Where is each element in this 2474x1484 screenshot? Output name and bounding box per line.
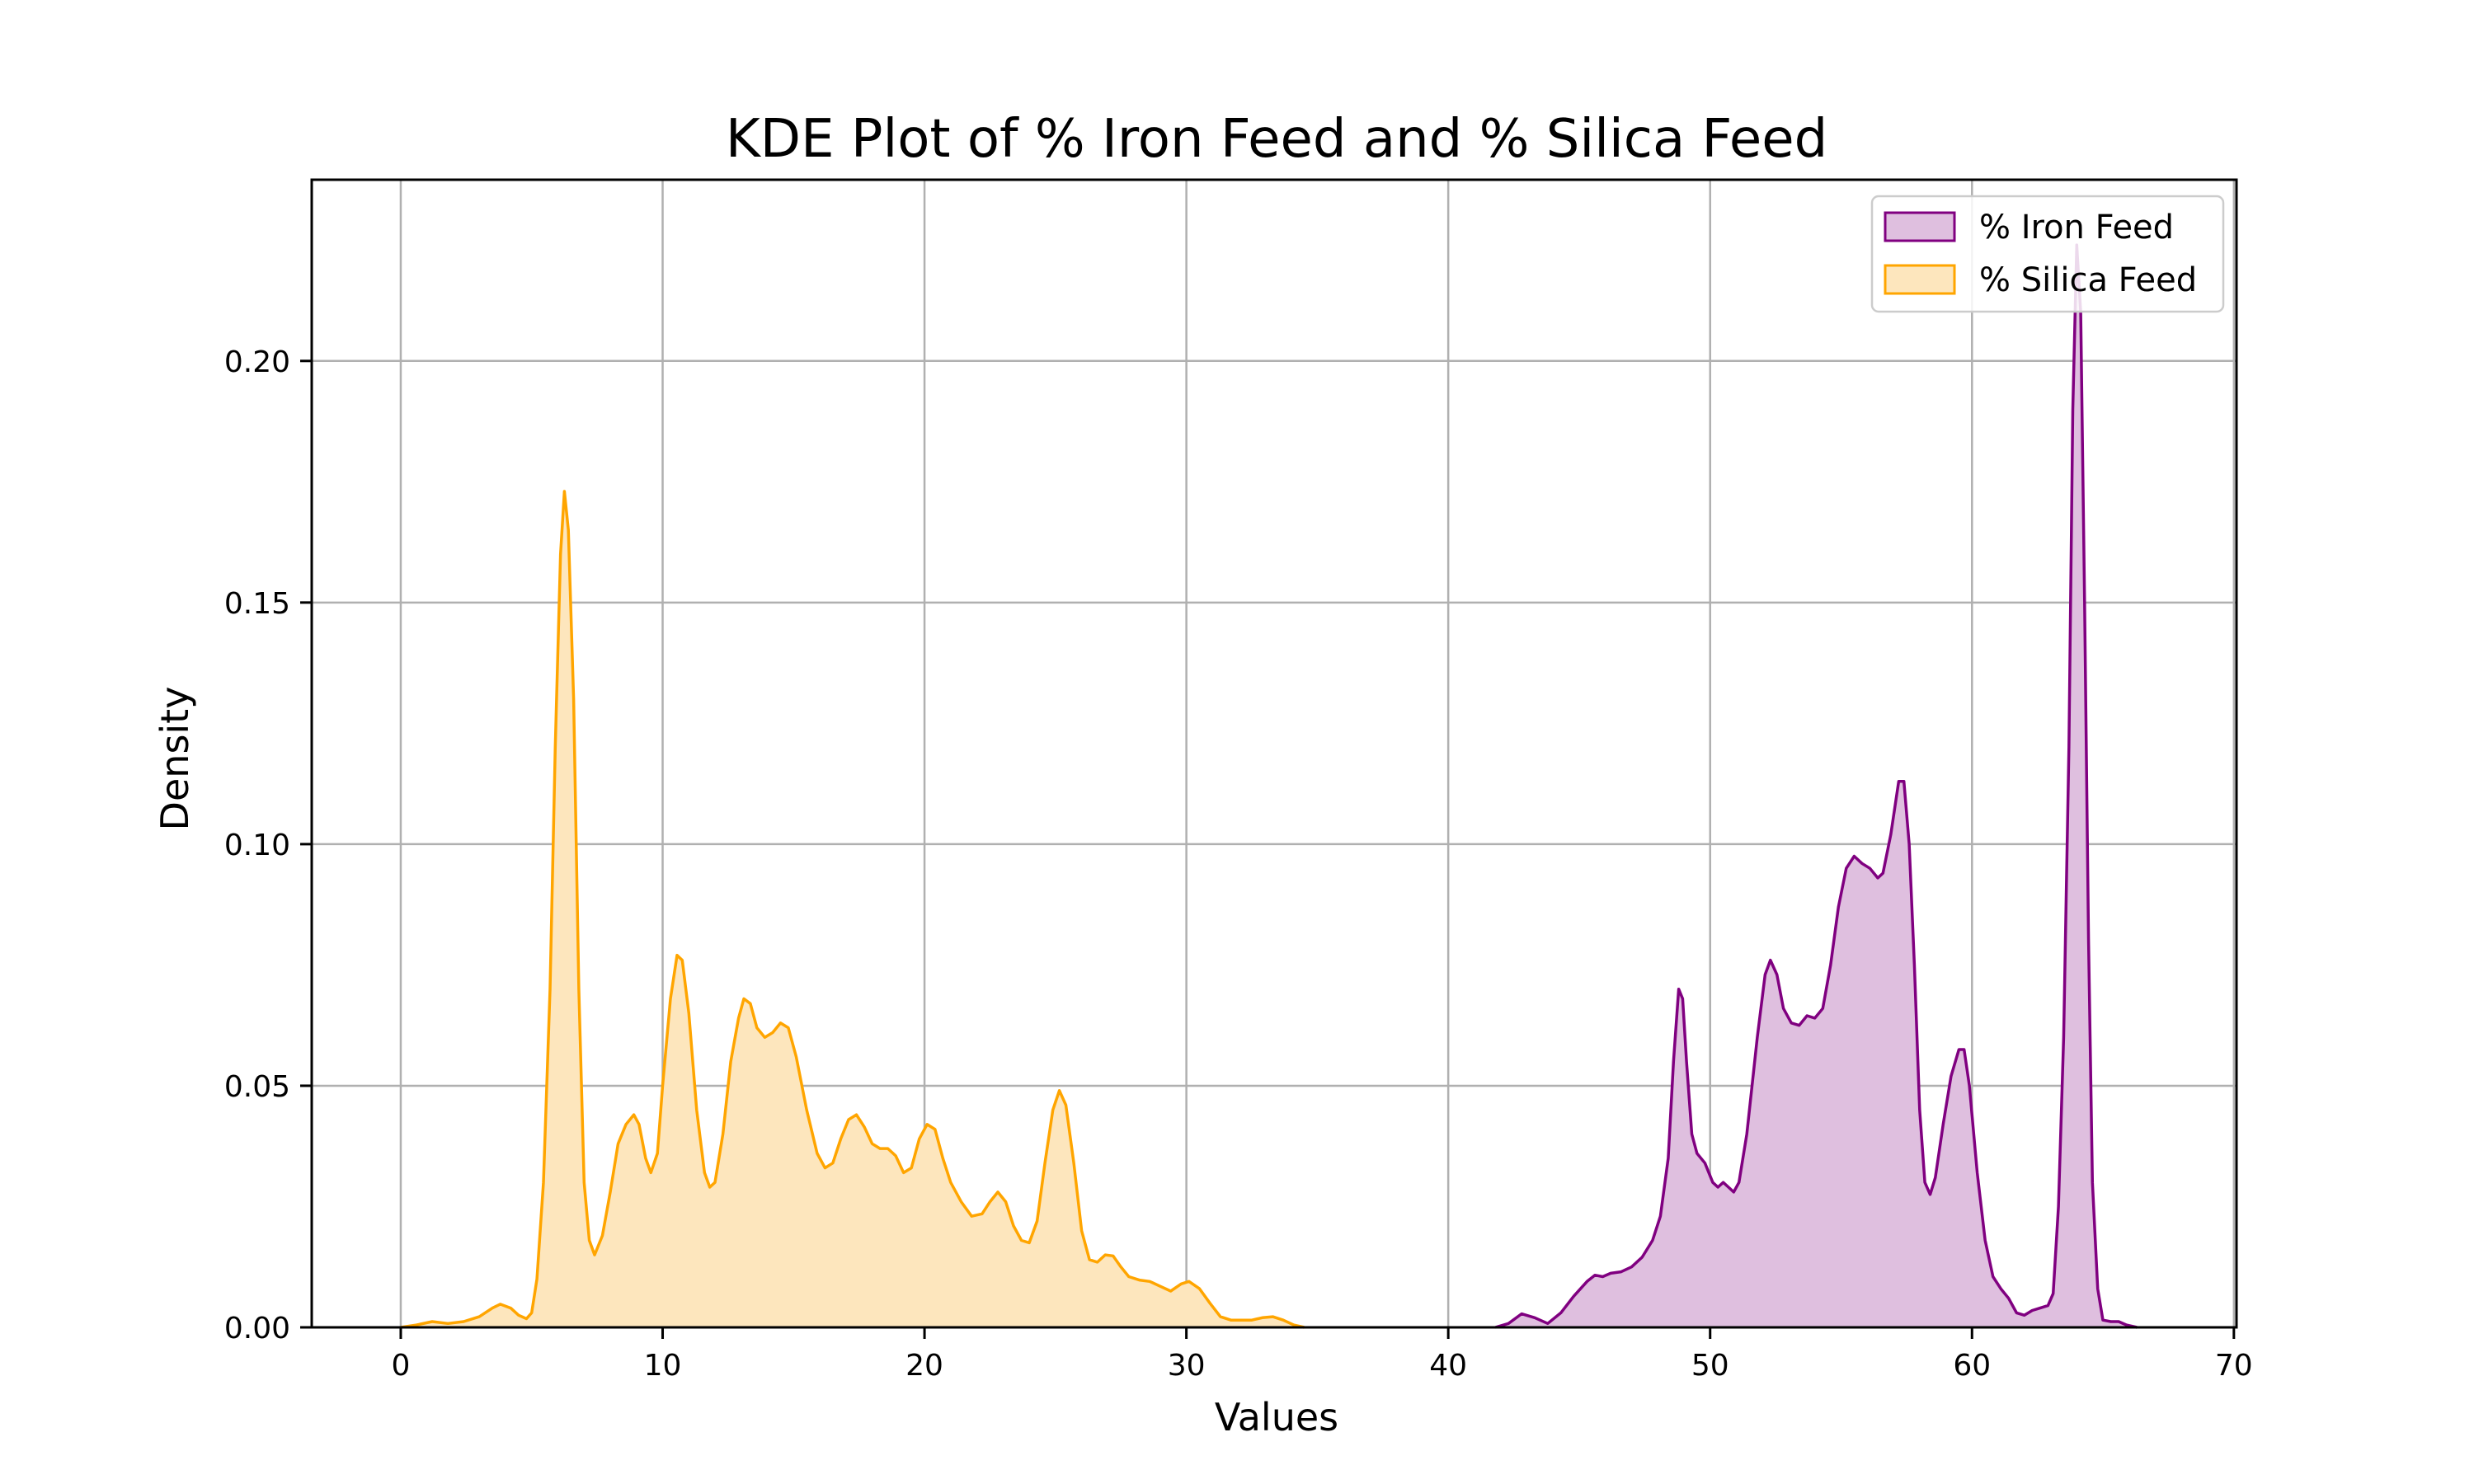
axes-frame [310, 178, 2238, 1329]
series-line-1 [400, 490, 1305, 1329]
y-tick-label: 0.10 [224, 829, 290, 862]
y-axis-label: Density [153, 687, 197, 831]
plot-area: 0 10 20 30 40 50 60 70 0.00 0.05 0.10 0.15 0.20 [224, 178, 2253, 1383]
series-line-0 [1494, 243, 2138, 1329]
x-tick-label: 70 [2215, 1349, 2253, 1383]
y-tick-label: 0.20 [224, 345, 290, 379]
x-tick-label: 30 [1168, 1349, 1206, 1383]
legend-label: % Iron Feed [1979, 209, 2174, 247]
x-tick-label: 10 [644, 1349, 682, 1383]
x-tick-label: 0 [392, 1349, 411, 1383]
x-tick-label: 40 [1429, 1349, 1467, 1383]
series-area-0 [1495, 245, 2138, 1328]
chart-title: KDE Plot of % Iron Feed and % Silica Fee… [726, 109, 1827, 170]
legend-swatch [1884, 211, 1956, 242]
legend-swatch [1884, 264, 1956, 295]
legend: % Iron Feed % Silica Feed [1870, 195, 2225, 313]
legend-label: % Silica Feed [1979, 261, 2197, 299]
x-tick-label: 20 [905, 1349, 943, 1383]
x-axis-label: Values [1215, 1395, 1338, 1439]
x-tick-label: 60 [1953, 1349, 1991, 1383]
series-area-1 [401, 491, 1305, 1327]
x-tick-label: 50 [1691, 1349, 1729, 1383]
y-tick-label: 0.15 [224, 587, 290, 621]
y-tick-label: 0.05 [224, 1070, 290, 1104]
y-tick-label: 0.00 [224, 1312, 290, 1345]
legend-box [1870, 195, 2225, 313]
